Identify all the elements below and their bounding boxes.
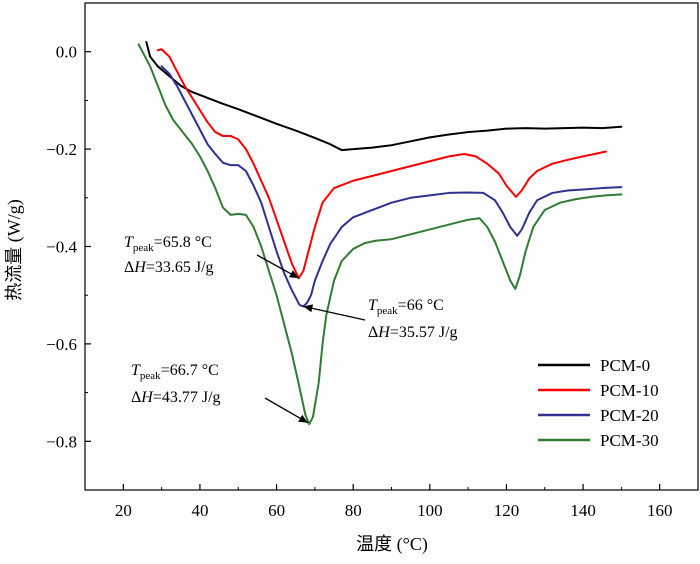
annotation-arrow-head xyxy=(298,414,308,423)
legend-label-pcm-10: PCM-10 xyxy=(600,381,659,400)
x-axis-title: 温度 (°C) xyxy=(356,534,428,555)
x-tick-label: 160 xyxy=(647,501,673,520)
series-line-pcm-0 xyxy=(145,40,623,152)
annotation-tpeak: Tpeak=66 °C xyxy=(368,297,444,317)
x-tick-label: 20 xyxy=(115,501,132,520)
annotation-tpeak: Tpeak=65.8 °C xyxy=(124,234,212,254)
series-line-pcm-20 xyxy=(160,65,623,308)
x-tick-label: 120 xyxy=(494,501,520,520)
y-tick-label: −0.2 xyxy=(46,140,77,159)
y-tick-label: −0.8 xyxy=(46,432,77,451)
series-line-pcm-30 xyxy=(137,43,623,426)
legend-label-pcm-30: PCM-30 xyxy=(600,431,659,450)
x-tick-label: 140 xyxy=(570,501,596,520)
annotation-arrow-head xyxy=(303,304,314,313)
series-layer xyxy=(137,40,623,426)
series-line-pcm-10 xyxy=(156,48,608,280)
annotation-pcm20-peak: Tpeak=66 °C ΔH=35.57 J/g xyxy=(303,297,458,341)
annotation-arrow-head xyxy=(288,270,299,279)
annotation-layer: Tpeak=65.8 °C ΔH=33.65 J/g Tpeak=66 °C ΔH=3… xyxy=(124,234,458,424)
annotation-arrow-line xyxy=(303,305,366,321)
x-tick-label: 80 xyxy=(345,501,362,520)
y-tick-label: 0.0 xyxy=(56,43,77,62)
x-tick-label: 100 xyxy=(417,501,443,520)
x-tick-label: 40 xyxy=(191,501,208,520)
axes-layer: 20 40 60 80 100 120 140 160 0.0 −0.2 −0.4 −0.6 −0.8 xyxy=(46,2,699,520)
annotation-pcm30-peak: Tpeak=66.7 °C ΔH=43.77 J/g xyxy=(131,362,309,424)
y-axis-title: 热流量 (W/g) xyxy=(4,199,25,300)
annotation-enthalpy: ΔH=33.65 J/g xyxy=(124,259,214,276)
legend-layer: PCM-0 PCM-10 PCM-20 PCM-30 xyxy=(538,356,659,450)
annotation-enthalpy: ΔH=43.77 J/g xyxy=(131,389,221,406)
y-tick-label: −0.4 xyxy=(46,238,77,257)
legend-label-pcm-20: PCM-20 xyxy=(600,406,659,425)
legend-label-pcm-0: PCM-0 xyxy=(600,356,650,375)
annotation-pcm10-peak: Tpeak=65.8 °C ΔH=33.65 J/g xyxy=(124,234,300,279)
annotation-tpeak: Tpeak=66.7 °C xyxy=(131,362,219,382)
annotation-enthalpy: ΔH=35.57 J/g xyxy=(368,324,458,341)
y-tick-label: −0.6 xyxy=(46,335,77,354)
x-tick-label: 60 xyxy=(268,501,285,520)
